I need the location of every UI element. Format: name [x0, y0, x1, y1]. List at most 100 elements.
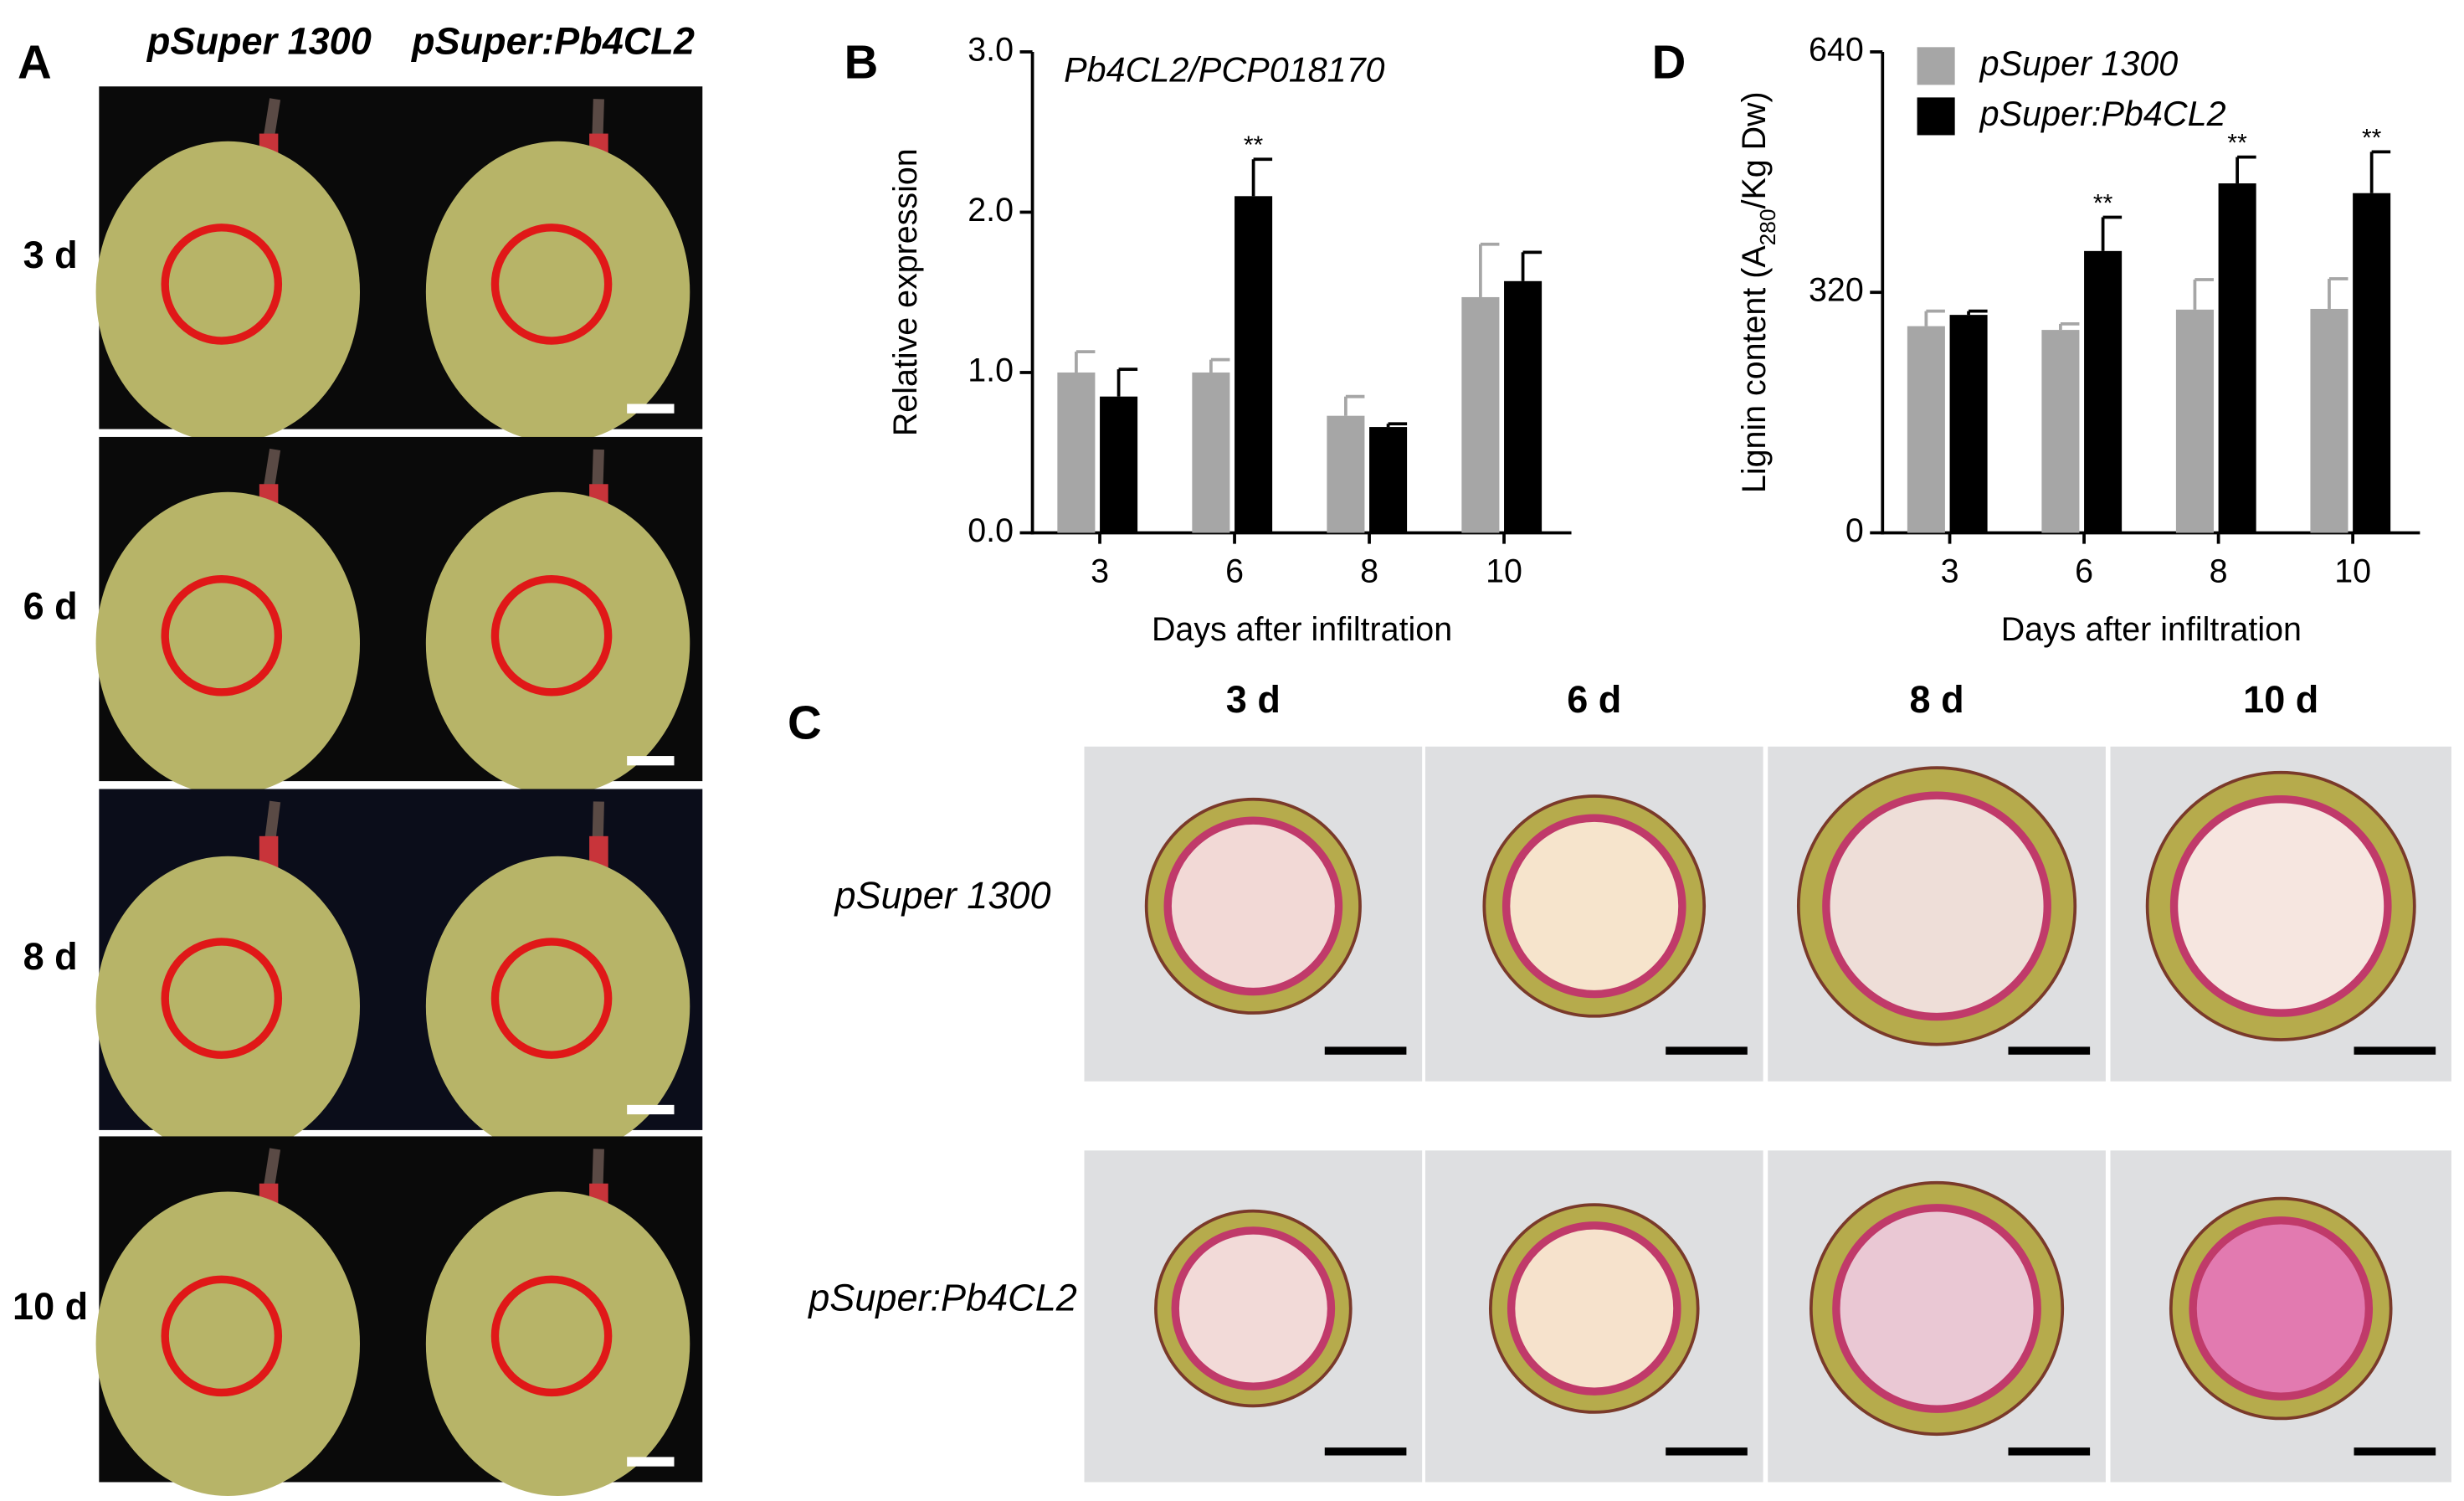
- legend-label: pSuper:Pb4CL2: [1979, 95, 2226, 133]
- marked-area: [161, 938, 283, 1059]
- y-tick-label: 1.0: [968, 352, 1014, 388]
- bar: [2084, 250, 2123, 533]
- bar: [2218, 183, 2256, 533]
- bar: [2041, 330, 2080, 533]
- section-flesh: [1171, 1226, 1336, 1390]
- bar: [1235, 196, 1273, 533]
- pear: [425, 856, 690, 1157]
- panel-label: C: [788, 696, 822, 748]
- pear: [425, 491, 690, 795]
- column-label: 3 d: [1226, 678, 1281, 721]
- tag: [259, 835, 279, 868]
- bar: [1949, 315, 1988, 533]
- marked-area: [490, 938, 613, 1059]
- column-label: 10 d: [2243, 678, 2318, 721]
- bar: [2353, 193, 2391, 533]
- panel-label: B: [844, 36, 879, 89]
- column-label: 6 d: [1567, 678, 1621, 721]
- pear: [95, 1191, 360, 1496]
- scale-bar: [627, 756, 675, 766]
- legend-swatch: [1917, 47, 1955, 85]
- y-axis-label-part: Lignin content (A: [1736, 245, 1773, 493]
- bar: [1100, 396, 1138, 533]
- y-tick-label: 2.0: [968, 192, 1014, 229]
- significance-label: **: [2093, 189, 2113, 217]
- x-tick-label: 8: [1360, 553, 1378, 590]
- x-tick-label: 8: [2210, 553, 2228, 590]
- significance-label: **: [2227, 130, 2247, 157]
- y-axis-label-part: /Kg Dw): [1736, 91, 1773, 208]
- pear: [95, 856, 360, 1157]
- panel-label: A: [18, 36, 52, 89]
- section-flesh: [2189, 1216, 2374, 1401]
- legend-swatch: [1917, 97, 1955, 136]
- y-tick-label: 320: [1809, 272, 1864, 309]
- x-tick-label: 3: [1091, 553, 1109, 590]
- bar: [1504, 280, 1543, 533]
- y-axis-label: Lignin content (A280/Kg Dw): [1736, 91, 1780, 493]
- tag: [589, 835, 608, 868]
- chart-title: Pb4CL2/PCP018170: [1064, 50, 1384, 89]
- scale-bar: [2008, 1046, 2091, 1055]
- y-axis-label-part: Relative expression: [888, 148, 925, 436]
- significance-label: **: [1244, 131, 1264, 159]
- x-tick-label: 3: [1941, 553, 1959, 590]
- marked-area: [490, 574, 613, 697]
- section-flesh: [2169, 795, 2392, 1017]
- bar: [1057, 372, 1096, 533]
- y-tick-label: 3.0: [968, 31, 1014, 68]
- scale-bar: [627, 1104, 675, 1115]
- pear: [95, 141, 360, 443]
- section-flesh: [1822, 791, 2051, 1021]
- section-flesh: [1163, 816, 1343, 996]
- row-label: pSuper:Pb4CL2: [807, 1277, 1077, 1319]
- section-flesh: [1507, 1221, 1681, 1396]
- scale-bar: [1666, 1447, 1748, 1456]
- scale-bar: [2008, 1447, 2091, 1456]
- section-flesh: [1502, 814, 1686, 999]
- bar: [2310, 308, 2348, 533]
- scale-bar: [2354, 1447, 2436, 1456]
- pear: [95, 491, 360, 795]
- y-tick-label: 0: [1845, 512, 1864, 549]
- scale-bar: [2354, 1046, 2436, 1055]
- x-tick-label: 10: [2334, 553, 2371, 590]
- legend-label: pSuper 1300: [1979, 44, 2179, 83]
- x-tick-label: 6: [1225, 553, 1244, 590]
- marked-area: [490, 1275, 613, 1397]
- column-label: 8 d: [1910, 678, 1964, 721]
- pear: [425, 1191, 690, 1496]
- bar: [1192, 372, 1230, 533]
- bar: [1369, 427, 1408, 533]
- scale-bar: [1324, 1447, 1407, 1456]
- x-axis-label: Days after infiltration: [1152, 611, 1452, 648]
- significance-label: **: [2362, 124, 2382, 152]
- x-tick-label: 6: [2075, 553, 2093, 590]
- bar: [1461, 296, 1500, 533]
- y-axis-label-part: 280: [1755, 208, 1780, 245]
- column-label: pSuper:Pb4CL2: [411, 19, 695, 62]
- marked-area: [161, 224, 283, 345]
- bar: [2175, 309, 2214, 533]
- row-label: 8 d: [23, 935, 78, 978]
- x-tick-label: 10: [1486, 553, 1522, 590]
- y-tick-label: 640: [1809, 31, 1864, 68]
- y-axis-label: Relative expression: [888, 148, 925, 436]
- y-tick-label: 0.0: [968, 512, 1014, 549]
- row-label: 3 d: [23, 234, 78, 276]
- row-label: 10 d: [13, 1285, 88, 1328]
- marked-area: [161, 574, 283, 697]
- bar: [1327, 415, 1365, 533]
- x-axis-label: Days after infiltration: [2001, 611, 2302, 648]
- pear: [425, 141, 690, 443]
- row-label: 6 d: [23, 584, 78, 627]
- section-flesh: [1832, 1204, 2041, 1413]
- marked-area: [490, 224, 613, 345]
- bar: [1907, 326, 1945, 533]
- panel-label: D: [1652, 36, 1686, 89]
- marked-area: [161, 1275, 283, 1397]
- scale-bar: [627, 404, 675, 414]
- scale-bar: [1666, 1046, 1748, 1055]
